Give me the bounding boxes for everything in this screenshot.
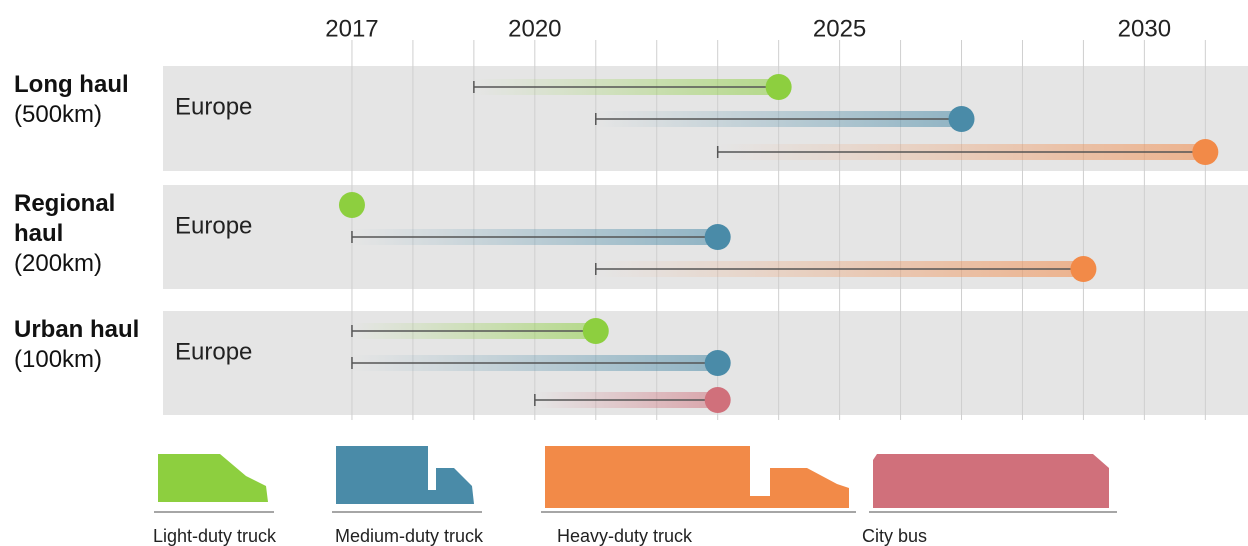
x-tick-label: 2020 — [508, 15, 561, 42]
group-name: Urban haul — [14, 316, 140, 343]
range-end-dot — [582, 318, 609, 344]
x-tick-label: 2017 — [325, 15, 378, 42]
vehicle-shape — [873, 454, 1109, 508]
vehicle-shape — [336, 446, 474, 504]
group-label: Urban haul (100km) — [14, 315, 154, 375]
range-end-dot — [1070, 256, 1097, 282]
group-name: Long haul — [14, 71, 129, 98]
range-end-dot — [1192, 139, 1219, 165]
region-label: Europe — [175, 93, 252, 120]
legend-label: Heavy-duty truck — [557, 526, 693, 546]
vehicle-shape — [545, 446, 849, 508]
x-tick-label: 2025 — [813, 15, 866, 42]
legend-icon — [545, 446, 849, 508]
range-end-dot — [948, 106, 975, 132]
range-end-dot — [338, 192, 365, 218]
region-label: Europe — [175, 338, 252, 365]
legend-icon — [336, 446, 474, 504]
range-end-dot — [704, 387, 731, 413]
legend-label: Light-duty truck — [153, 526, 277, 546]
range-end-dot — [704, 224, 731, 250]
legend-icon — [873, 454, 1109, 508]
range-end-dot — [704, 350, 731, 376]
group-label: Long haul (500km) — [14, 70, 154, 130]
legend-icon — [158, 454, 268, 502]
range-end-dot — [765, 74, 792, 100]
group-name: Regional haul — [14, 190, 116, 247]
legend-label: Medium-duty truck — [335, 526, 484, 546]
group-distance: (500km) — [14, 101, 103, 128]
x-tick-label: 2030 — [1118, 15, 1171, 42]
group-distance: (100km) — [14, 346, 103, 373]
region-label: Europe — [175, 212, 252, 239]
legend-label: City bus — [862, 526, 927, 546]
group-label: Regional haul (200km) — [14, 189, 154, 279]
vehicle-shape — [158, 454, 268, 502]
group-distance: (200km) — [14, 250, 103, 277]
